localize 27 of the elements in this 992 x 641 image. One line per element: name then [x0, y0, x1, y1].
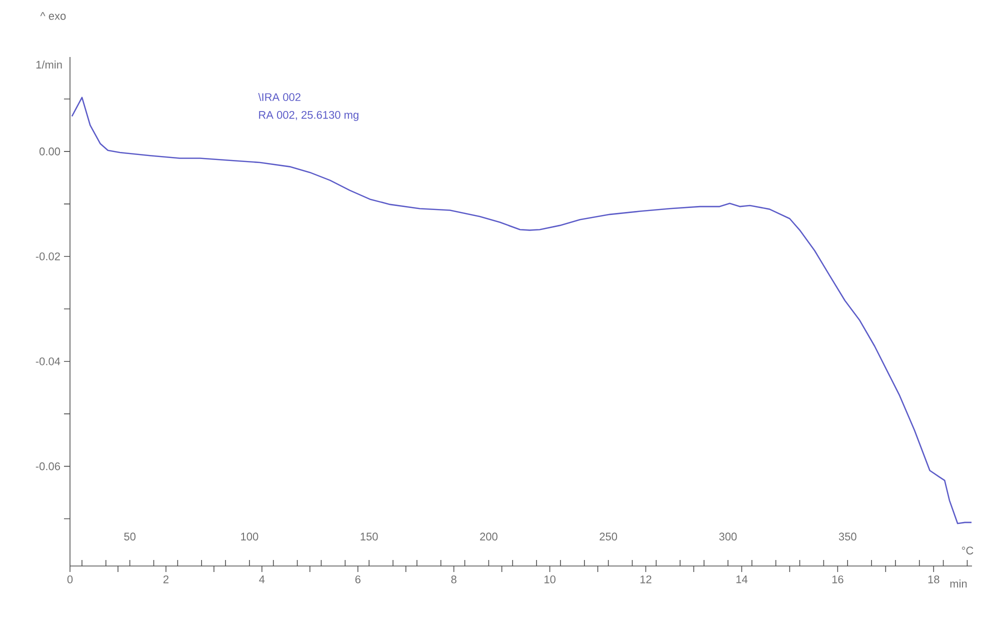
x2-tick-label: 350	[838, 532, 856, 540]
x-tick-label: 14	[736, 576, 748, 584]
x-tick-label: 2	[163, 576, 168, 584]
annotation: RA 002, 25.6130 mg	[259, 111, 358, 121]
x2-axis-title: °C	[962, 546, 974, 554]
y-tick-label: -0.02	[36, 252, 60, 260]
x-tick-label: 4	[259, 576, 265, 584]
x2-tick-label: 150	[360, 532, 378, 540]
x-tick-label: 0	[67, 576, 73, 584]
x-tick-label: 8	[451, 576, 456, 584]
x2-tick-label: 100	[241, 532, 258, 540]
x2-tick-label: 250	[600, 532, 618, 540]
x-axis-title: min	[950, 580, 967, 588]
x-tick-label: 12	[640, 576, 652, 584]
annotation: \IRA 002	[258, 92, 300, 102]
x2-tick-label: 50	[124, 532, 136, 540]
y-tick-label: -0.04	[36, 357, 60, 366]
x-tick-label: 16	[832, 576, 844, 584]
text: ^ exo	[40, 12, 66, 20]
x2-tick-label: 200	[480, 532, 498, 540]
x-tick-label: 6	[355, 576, 360, 584]
y-axis-title: 1/min	[36, 60, 62, 69]
x2-tick-label: 300	[719, 532, 737, 540]
y-tick-label: -0.06	[36, 462, 60, 470]
y-tick-label: 0.00	[40, 148, 60, 156]
x-tick-label: 18	[928, 576, 940, 584]
x-tick-label: 10	[544, 576, 556, 584]
